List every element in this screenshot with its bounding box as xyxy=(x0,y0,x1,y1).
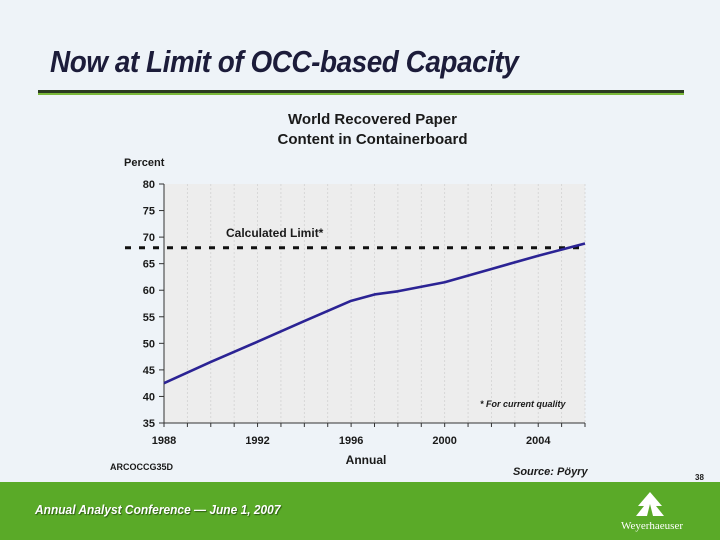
x-tick-label: 1996 xyxy=(339,435,363,447)
line-chart: 35 40 45 50 55 60 65 70 75 80 1988 1992 1996 2000 2004… xyxy=(124,157,586,467)
y-tick-label: 80 xyxy=(143,179,155,191)
x-tick-label: 1988 xyxy=(152,435,176,447)
plot-area xyxy=(164,184,585,423)
y-tick-label: 65 xyxy=(143,259,155,271)
x-axis-label: Annual xyxy=(346,453,387,467)
y-tick-label: 70 xyxy=(143,232,155,244)
calculated-limit-label: Calculated Limit* xyxy=(226,226,324,240)
brand-name: Weyerhaeuser xyxy=(620,520,684,532)
tree-logo-icon xyxy=(636,492,664,516)
y-tick-label: 45 xyxy=(143,365,155,377)
y-tick-label: 60 xyxy=(143,285,155,297)
series-line xyxy=(163,242,586,385)
chart-title-line2: Content in Containerboard xyxy=(277,131,468,148)
y-axis-label: Percent xyxy=(124,157,165,169)
x-tick-label: 2000 xyxy=(432,435,456,447)
conference-caption: Annual Analyst Conference — June 1, 2007 xyxy=(35,502,281,517)
footer-bar xyxy=(0,482,720,540)
y-tick-label: 50 xyxy=(143,338,155,350)
chart-title-line1: World Recovered Paper xyxy=(288,111,457,128)
y-tick-label: 35 xyxy=(143,418,155,430)
source-note: Source: Pöyry xyxy=(513,466,588,478)
y-tick-label: 55 xyxy=(143,312,155,324)
x-tick-label: 2004 xyxy=(526,435,551,447)
quality-footnote: * For current quality xyxy=(480,399,567,409)
y-tick-label: 40 xyxy=(143,391,155,403)
x-tick-label: 1992 xyxy=(245,435,269,447)
slide-code: ARCOCCG35D xyxy=(110,462,174,472)
title-divider xyxy=(38,90,684,93)
page-number: 38 xyxy=(695,473,704,482)
title-divider-accent xyxy=(38,93,684,95)
y-tick-label: 75 xyxy=(143,206,155,218)
slide-title: Now at Limit of OCC-based Capacity xyxy=(50,44,519,79)
